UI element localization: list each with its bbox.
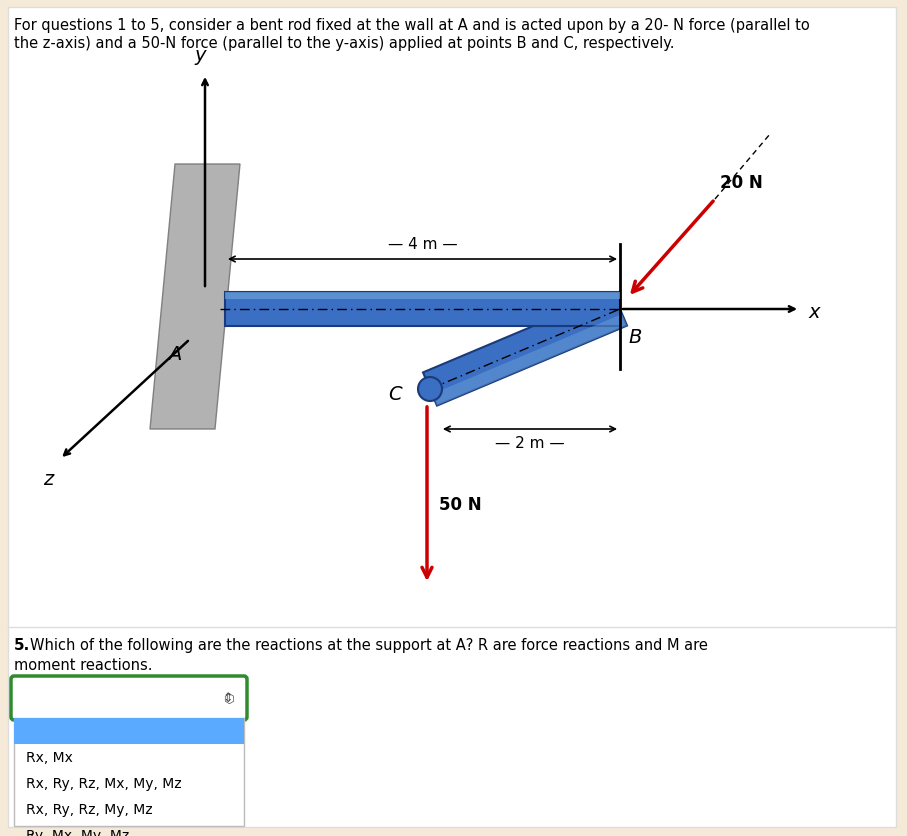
- Text: Rx, Ry, Rz, Mx, My, Mz: Rx, Ry, Rz, Mx, My, Mz: [26, 776, 181, 790]
- Text: B: B: [628, 328, 641, 347]
- Text: the z-axis) and a 50-N force (parallel to the y-axis) applied at points B and C,: the z-axis) and a 50-N force (parallel t…: [14, 36, 675, 51]
- Text: For questions 1 to 5, consider a bent rod fixed at the wall at A and is acted up: For questions 1 to 5, consider a bent ro…: [14, 18, 810, 33]
- Text: ⇕: ⇕: [223, 691, 233, 705]
- Text: ⬡: ⬡: [222, 691, 233, 705]
- Text: y: y: [194, 46, 206, 65]
- Text: — 2 m —: — 2 m —: [495, 436, 565, 451]
- Bar: [14, 718, 244, 744]
- FancyBboxPatch shape: [8, 8, 896, 827]
- Text: — 4 m —: — 4 m —: [387, 237, 457, 252]
- Bar: [225, 293, 620, 327]
- Circle shape: [418, 378, 442, 401]
- Text: Ry, Mx, My, Mz: Ry, Mx, My, Mz: [26, 828, 130, 836]
- Text: moment reactions.: moment reactions.: [14, 657, 152, 672]
- Text: Which of the following are the reactions at the support at A? R are force reacti: Which of the following are the reactions…: [30, 637, 707, 652]
- FancyBboxPatch shape: [11, 676, 247, 720]
- Text: 20 N: 20 N: [720, 174, 763, 191]
- Text: x: x: [808, 302, 820, 321]
- FancyBboxPatch shape: [14, 718, 244, 826]
- Text: C: C: [388, 385, 402, 404]
- Bar: [225, 293, 620, 299]
- Text: Rx, Mx: Rx, Mx: [26, 750, 73, 764]
- Text: A: A: [169, 344, 181, 364]
- Polygon shape: [150, 165, 240, 430]
- Text: 50 N: 50 N: [439, 496, 482, 513]
- Polygon shape: [423, 293, 627, 406]
- Text: z: z: [43, 470, 54, 488]
- Text: 5.: 5.: [14, 637, 30, 652]
- Text: Rx, Ry, Rz, My, Mz: Rx, Ry, Rz, My, Mz: [26, 802, 152, 816]
- Polygon shape: [432, 314, 627, 406]
